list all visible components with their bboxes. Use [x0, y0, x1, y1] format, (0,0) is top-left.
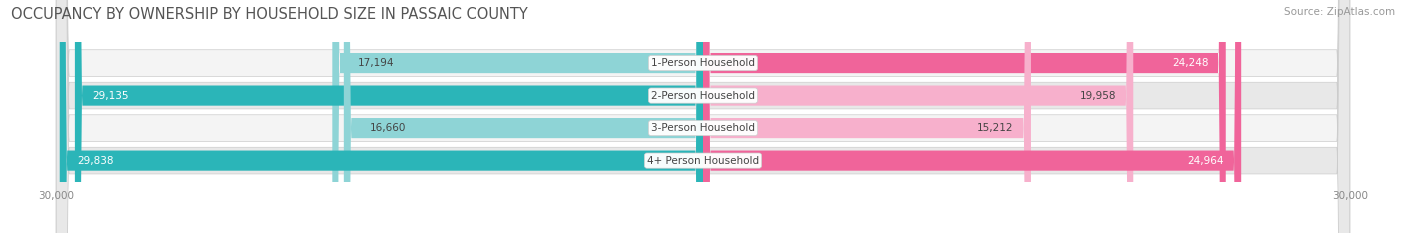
Text: 29,838: 29,838: [77, 156, 114, 166]
Text: 4+ Person Household: 4+ Person Household: [647, 156, 759, 166]
FancyBboxPatch shape: [332, 0, 703, 233]
Text: 17,194: 17,194: [359, 58, 395, 68]
FancyBboxPatch shape: [703, 0, 1241, 233]
Text: OCCUPANCY BY OWNERSHIP BY HOUSEHOLD SIZE IN PASSAIC COUNTY: OCCUPANCY BY OWNERSHIP BY HOUSEHOLD SIZE…: [11, 7, 529, 22]
FancyBboxPatch shape: [56, 0, 1350, 233]
Text: 24,248: 24,248: [1173, 58, 1209, 68]
Text: 29,135: 29,135: [93, 91, 128, 101]
FancyBboxPatch shape: [56, 0, 1350, 233]
FancyBboxPatch shape: [59, 0, 703, 233]
FancyBboxPatch shape: [703, 0, 1031, 233]
Text: 19,958: 19,958: [1080, 91, 1116, 101]
FancyBboxPatch shape: [56, 0, 1350, 233]
FancyBboxPatch shape: [56, 0, 1350, 233]
Text: 2-Person Household: 2-Person Household: [651, 91, 755, 101]
Text: 3-Person Household: 3-Person Household: [651, 123, 755, 133]
FancyBboxPatch shape: [75, 0, 703, 233]
Text: Source: ZipAtlas.com: Source: ZipAtlas.com: [1284, 7, 1395, 17]
Text: 24,964: 24,964: [1188, 156, 1225, 166]
FancyBboxPatch shape: [703, 0, 1133, 233]
Text: 1-Person Household: 1-Person Household: [651, 58, 755, 68]
FancyBboxPatch shape: [703, 0, 1226, 233]
FancyBboxPatch shape: [344, 0, 703, 233]
Text: 15,212: 15,212: [977, 123, 1014, 133]
Text: 16,660: 16,660: [370, 123, 406, 133]
